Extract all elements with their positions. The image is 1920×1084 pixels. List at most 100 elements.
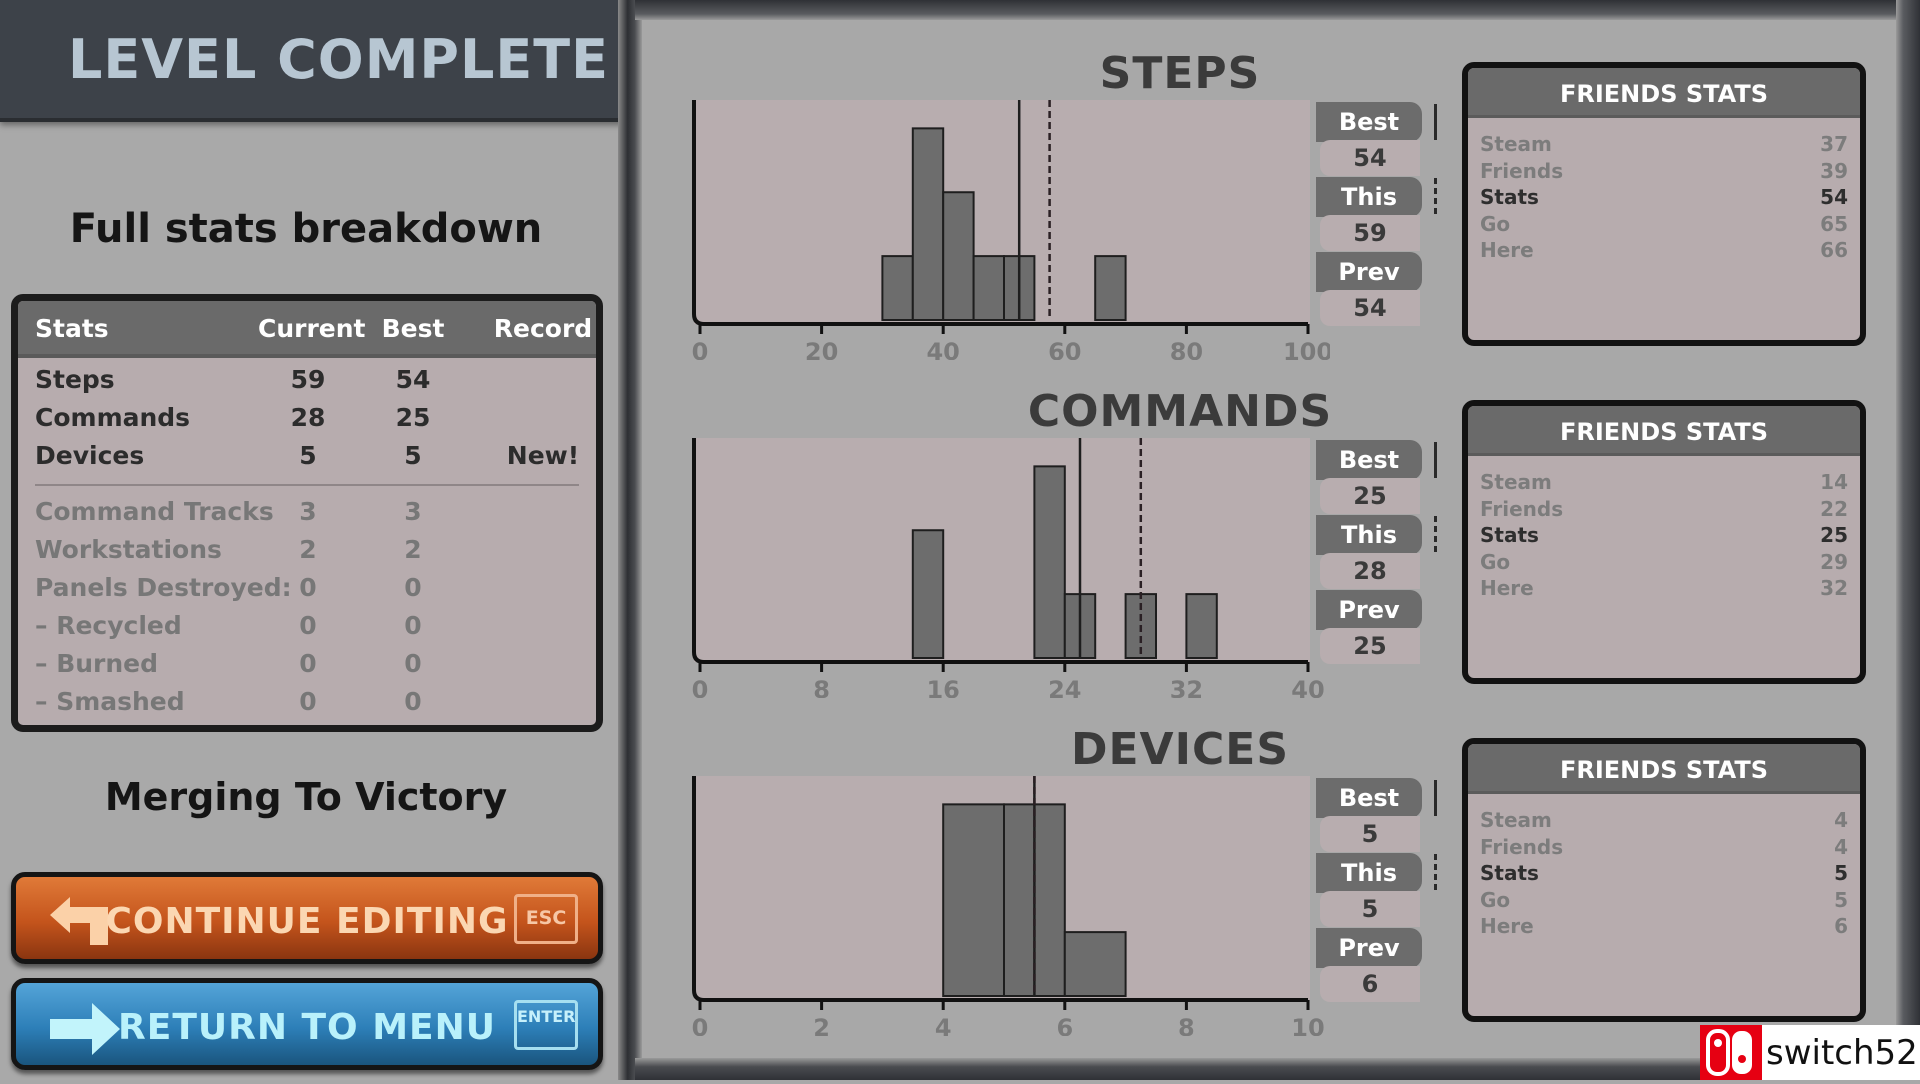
stat-best: 0 <box>404 649 422 678</box>
x-tick-label: 80 <box>1170 338 1203 360</box>
friend-value: 22 <box>1820 496 1848 521</box>
friend-row: Steam 37 <box>1480 132 1848 158</box>
return-arrow-icon <box>50 897 108 945</box>
stat-label: Devices <box>35 441 145 470</box>
table-row: Steps 59 54 <box>18 365 596 401</box>
friend-row: Friends 39 <box>1480 159 1848 185</box>
friends-stats-title: FRIENDS STATS <box>1468 744 1860 794</box>
stats-table: Stats Current Best Record Steps 59 54 Co… <box>11 294 603 732</box>
friend-name: Stats <box>1480 185 1539 209</box>
stat-label: – Burned <box>35 649 159 678</box>
stat-best: 5 <box>404 441 422 470</box>
friend-row: Stats 54 <box>1480 185 1848 211</box>
friend-name: Here <box>1480 238 1534 262</box>
x-tick-label: 40 <box>926 338 959 360</box>
stat-label: Command Tracks <box>35 497 274 526</box>
left-panel: LEVEL COMPLETE Full stats breakdown Stat… <box>0 0 628 1080</box>
prev-tab: Prev <box>1316 928 1422 968</box>
return-to-menu-button[interactable]: RETURN TO MENU ENTER <box>11 978 603 1070</box>
axis-line <box>692 100 1308 326</box>
this-line-legend <box>1434 854 1437 890</box>
friend-name: Go <box>1480 211 1511 236</box>
histogram-bar <box>972 255 1006 321</box>
friend-row: Go 5 <box>1480 888 1848 914</box>
histogram-bar <box>911 529 945 659</box>
x-tick-label: 0 <box>692 338 709 360</box>
table-row: Panels Destroyed: 0 0 <box>18 573 596 609</box>
prev-value: 6 <box>1320 966 1420 1002</box>
chart-title: DEVICES <box>1070 724 1290 775</box>
x-tick-label: 16 <box>926 676 959 698</box>
table-row: – Smashed 0 0 <box>18 687 596 723</box>
best-value: 54 <box>1320 140 1420 176</box>
friends-stats-title: FRIENDS STATS <box>1468 68 1860 118</box>
best-value: 5 <box>1320 816 1420 852</box>
histogram-bar <box>942 803 1005 997</box>
this-line-legend <box>1434 178 1437 214</box>
histogram-bar <box>942 191 975 321</box>
commands-section: COMMANDS Best 25 This 28 Prev 25 FRIENDS STA… <box>640 338 1900 698</box>
stat-best: 0 <box>404 611 422 640</box>
page-title: LEVEL COMPLETE <box>67 28 610 91</box>
friend-row: Friends 22 <box>1480 497 1848 523</box>
panel-divider <box>618 0 642 1080</box>
friend-name: Here <box>1480 914 1534 938</box>
chart-title: STEPS <box>1099 48 1261 99</box>
friend-value: 14 <box>1820 470 1848 494</box>
col-best: Best <box>381 314 445 343</box>
x-tick-label: 40 <box>1291 676 1324 698</box>
devices-histogram: 0 2 4 6 8 10 <box>692 776 1325 1036</box>
x-tick-label: 8 <box>813 676 830 698</box>
continue-editing-button[interactable]: CONTINUE EDITING ESC <box>11 872 603 964</box>
table-row: – Recycled 0 0 <box>18 611 596 647</box>
friend-name: Stats <box>1480 523 1539 547</box>
stat-best: 0 <box>404 573 422 602</box>
stat-current: 3 <box>299 497 317 526</box>
friend-row: Steam 4 <box>1480 808 1848 834</box>
friend-row: Stats 25 <box>1480 523 1848 549</box>
this-value: 59 <box>1320 215 1420 251</box>
frame-right <box>1896 0 1920 1080</box>
return-to-menu-label: RETURN TO MENU <box>118 1007 496 1048</box>
x-tick-label: 2 <box>813 1014 830 1036</box>
friend-value: 65 <box>1820 211 1848 236</box>
continue-editing-label: CONTINUE EDITING <box>105 901 509 942</box>
stat-best: 3 <box>404 497 422 526</box>
best-tab: Best <box>1316 440 1422 480</box>
friend-name: Friends <box>1480 834 1564 859</box>
x-tick-label: 10 <box>1291 1014 1324 1036</box>
friend-name: Friends <box>1480 496 1564 521</box>
this-value: 5 <box>1320 891 1420 927</box>
friend-row: Steam 14 <box>1480 470 1848 496</box>
friend-name: Here <box>1480 576 1534 600</box>
best-line-legend <box>1434 780 1437 816</box>
friend-value: 37 <box>1820 132 1848 156</box>
enter-key-hint: ENTER <box>514 1000 578 1050</box>
watermark: switch520 <box>1700 1025 1920 1080</box>
col-stats: Stats <box>35 314 109 343</box>
stat-current: 0 <box>299 573 317 602</box>
table-row: Workstations 2 2 <box>18 535 596 571</box>
prev-value: 54 <box>1320 290 1420 326</box>
friend-name: Steam <box>1480 470 1552 494</box>
devices-section: DEVICES Best 5 This 5 Prev 6 FRIENDS STATS St… <box>640 676 1900 1036</box>
best-line-legend <box>1434 442 1437 478</box>
histogram-bar <box>1033 465 1066 659</box>
friend-value: 4 <box>1834 834 1848 859</box>
stat-label: Panels Destroyed: <box>35 573 292 602</box>
table-row: Command Tracks 3 3 <box>18 497 596 533</box>
prev-tab: Prev <box>1316 252 1422 292</box>
best-tab: Best <box>1316 102 1422 142</box>
this-value: 28 <box>1320 553 1420 589</box>
friend-row: Friends 4 <box>1480 835 1848 861</box>
friend-value: 32 <box>1820 576 1848 600</box>
x-tick-label: 32 <box>1170 676 1203 698</box>
x-tick-label: 20 <box>805 338 838 360</box>
title-bar: LEVEL COMPLETE <box>0 0 625 122</box>
friend-name: Friends <box>1480 158 1564 183</box>
stat-label: Workstations <box>35 535 222 564</box>
right-arrow-icon <box>50 1003 120 1055</box>
best-tab: Best <box>1316 778 1422 818</box>
stat-best: 2 <box>404 535 422 564</box>
friend-row: Here 6 <box>1480 914 1848 940</box>
